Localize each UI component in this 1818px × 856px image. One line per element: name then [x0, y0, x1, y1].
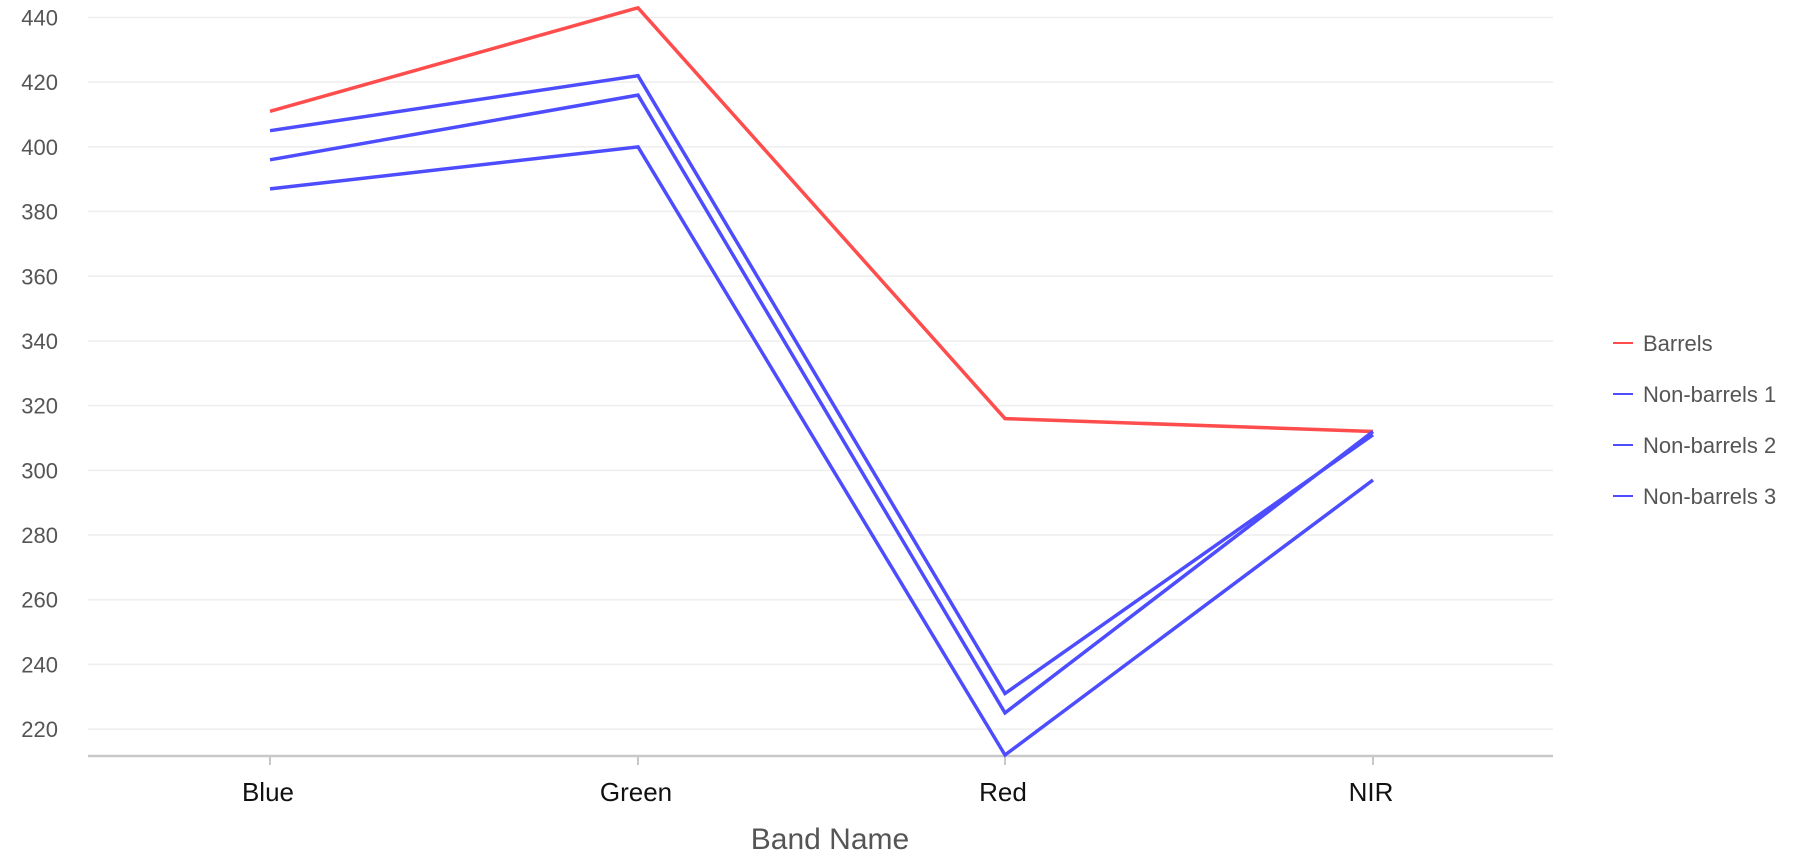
- series-line-non-barrels-3: [269, 145, 1375, 758]
- y-tick-label: 260: [21, 588, 58, 613]
- legend: Barrels Non-barrels 1 Non-barrels 2 Non-bar…: [1613, 331, 1776, 509]
- x-axis-tick-labels: Blue Green Red NIR: [242, 756, 1393, 807]
- x-tick-label: NIR: [1349, 777, 1394, 807]
- y-axis-tick-labels: 220 240 260 280 300 320 340 360 380 400 420 440: [21, 5, 58, 742]
- y-tick-label: 320: [21, 394, 58, 419]
- series-lines: [269, 5, 1375, 758]
- y-tick-label: 300: [21, 458, 58, 483]
- legend-label: Barrels: [1643, 331, 1713, 356]
- y-tick-label: 220: [21, 717, 58, 742]
- y-tick-label: 340: [21, 329, 58, 354]
- legend-label: Non-barrels 1: [1643, 382, 1776, 407]
- y-tick-label: 360: [21, 264, 58, 289]
- series-line-barrels: [269, 5, 1374, 434]
- x-axis-title: Band Name: [751, 823, 909, 856]
- series-line-non-barrels-1: [269, 73, 1375, 697]
- y-tick-label: 280: [21, 523, 58, 548]
- x-tick-label: Red: [979, 777, 1027, 807]
- x-tick-label: Green: [600, 777, 672, 807]
- y-tick-label: 240: [21, 652, 58, 677]
- legend-label: Non-barrels 2: [1643, 433, 1776, 458]
- y-tick-label: 440: [21, 5, 58, 30]
- y-tick-label: 400: [21, 135, 58, 160]
- x-tick-label: Blue: [242, 777, 294, 807]
- legend-label: Non-barrels 3: [1643, 484, 1776, 509]
- y-tick-label: 420: [21, 70, 58, 95]
- series-line-non-barrels-2: [269, 93, 1375, 716]
- y-tick-label: 380: [21, 200, 58, 225]
